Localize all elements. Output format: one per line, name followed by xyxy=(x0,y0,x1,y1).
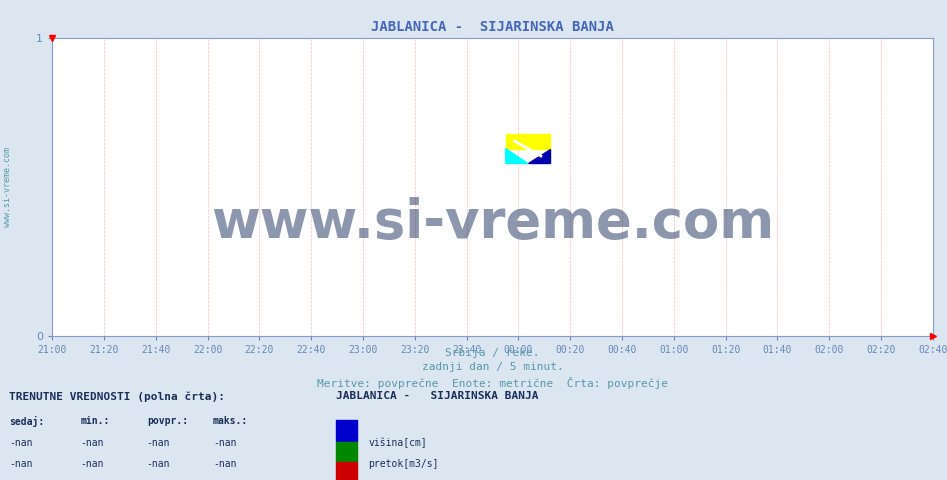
Text: sedaj:: sedaj: xyxy=(9,416,45,427)
Polygon shape xyxy=(506,148,527,163)
Text: Meritve: povprečne  Enote: metrične  Črta: povprečje: Meritve: povprečne Enote: metrične Črta:… xyxy=(317,377,668,389)
Text: pretok[m3/s]: pretok[m3/s] xyxy=(368,459,438,469)
Text: -nan: -nan xyxy=(80,438,104,448)
Bar xyxy=(336,420,357,441)
Text: TRENUTNE VREDNOSTI (polna črta):: TRENUTNE VREDNOSTI (polna črta): xyxy=(9,391,225,402)
Text: -nan: -nan xyxy=(147,438,170,448)
Text: Srbija / reke.: Srbija / reke. xyxy=(445,348,540,358)
Title: JABLANICA -  SIJARINSKA BANJA: JABLANICA - SIJARINSKA BANJA xyxy=(371,21,614,35)
Text: JABLANICA -   SIJARINSKA BANJA: JABLANICA - SIJARINSKA BANJA xyxy=(336,391,539,401)
Text: višina[cm]: višina[cm] xyxy=(368,438,427,448)
Text: maks.:: maks.: xyxy=(213,416,248,426)
Text: -nan: -nan xyxy=(9,438,33,448)
Polygon shape xyxy=(527,148,549,163)
Text: www.si-vreme.com: www.si-vreme.com xyxy=(211,197,774,249)
Text: -nan: -nan xyxy=(9,459,33,469)
Text: -nan: -nan xyxy=(80,459,104,469)
Text: -nan: -nan xyxy=(213,459,237,469)
Bar xyxy=(336,462,357,480)
Text: min.:: min.: xyxy=(80,416,110,426)
Text: -nan: -nan xyxy=(213,438,237,448)
Text: zadnji dan / 5 minut.: zadnji dan / 5 minut. xyxy=(421,362,563,372)
Text: povpr.:: povpr.: xyxy=(147,416,188,426)
Bar xyxy=(506,133,549,148)
Bar xyxy=(336,442,357,462)
Text: -nan: -nan xyxy=(147,459,170,469)
Text: www.si-vreme.com: www.si-vreme.com xyxy=(3,147,12,227)
